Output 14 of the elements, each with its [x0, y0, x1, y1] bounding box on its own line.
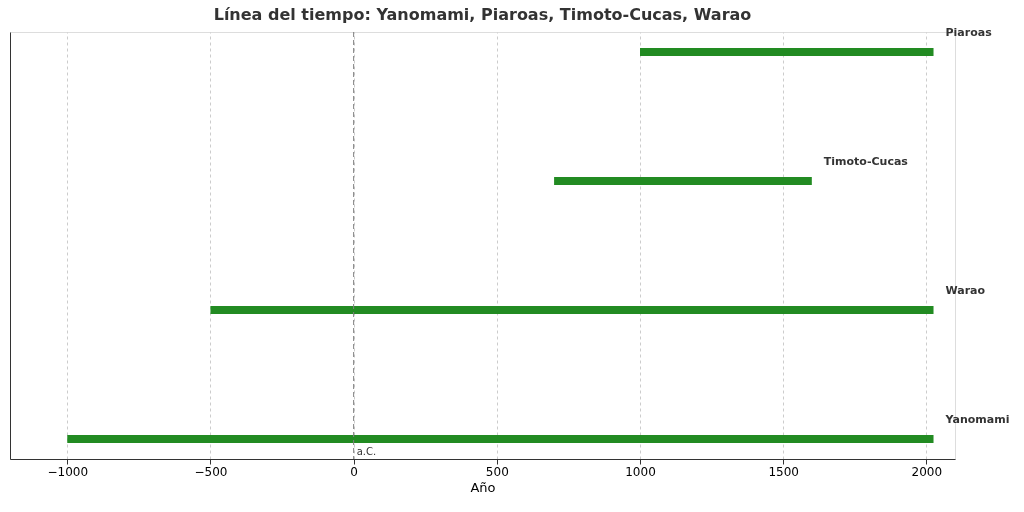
ref-line-label: a.C. — [356, 446, 377, 457]
x-tick-label: 500 — [485, 464, 509, 479]
chart-title: Línea del tiempo: Yanomami, Piaroas, Timoto-Cucas, Warao — [213, 5, 752, 24]
y-tick-label: Warao — [945, 284, 986, 297]
x-tick-label: 1500 — [768, 464, 799, 479]
y-tick-label: Yanomami — [944, 413, 1010, 426]
x-tick-label: −1000 — [47, 464, 89, 479]
x-tick-label: −500 — [194, 464, 228, 479]
y-tick-label: Timoto-Cucas — [823, 155, 909, 168]
x-axis-title: Año — [470, 479, 496, 495]
x-tick-label: 1000 — [625, 464, 656, 479]
x-tick-label: 0 — [350, 464, 358, 479]
y-tick-label: Piaroas — [945, 26, 993, 39]
x-tick-label: 2000 — [911, 464, 943, 479]
